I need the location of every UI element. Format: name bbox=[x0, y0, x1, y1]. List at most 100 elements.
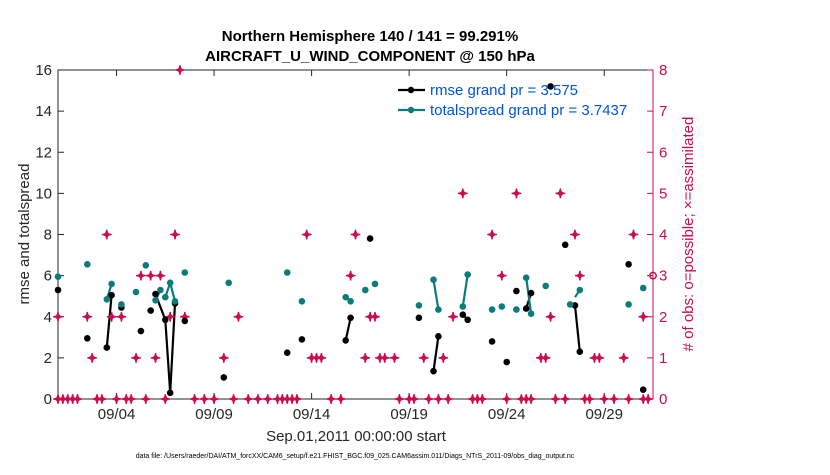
legend: rmse grand pr = 3.575 totalspread grand … bbox=[398, 82, 627, 119]
obs-assimilated-marker bbox=[350, 229, 361, 240]
totalspread-point bbox=[566, 301, 574, 308]
totalspread-point bbox=[142, 262, 150, 269]
legend-totalspread-marker bbox=[407, 106, 415, 114]
obs-assimilated-marker bbox=[126, 394, 137, 404]
obs-assimilated-marker bbox=[101, 229, 112, 240]
totalspread-point bbox=[415, 302, 423, 309]
obs-assimilated-marker bbox=[87, 352, 98, 363]
obs-assimilated-marker bbox=[433, 394, 444, 404]
obs-assimilated-marker bbox=[174, 65, 185, 75]
rmse-point bbox=[181, 317, 189, 325]
y-left-tick-label: 16 bbox=[35, 62, 52, 79]
totalspread-point bbox=[108, 280, 115, 288]
x-tick-label: 09/19 bbox=[390, 406, 428, 423]
obs-assimilated-marker bbox=[155, 270, 166, 281]
totalspread-line-segment bbox=[525, 277, 533, 314]
totalspread-point bbox=[576, 286, 584, 294]
y-left-tick-label: 6 bbox=[44, 268, 52, 285]
rmse-line-segment bbox=[105, 295, 113, 348]
obs-assimilated-marker bbox=[569, 229, 580, 240]
rmse-point bbox=[435, 333, 442, 340]
totalspread-point bbox=[118, 301, 125, 308]
rmse-point bbox=[220, 374, 228, 381]
obs-assimilated-marker bbox=[443, 394, 454, 404]
totalspread-point bbox=[513, 306, 520, 313]
x-axis: 09/04 09/09 09/14 09/19 09/24 09/29 bbox=[98, 70, 623, 423]
rmse-point bbox=[547, 83, 554, 90]
obs-assimilated-marker bbox=[262, 394, 273, 404]
x-tick-label: 09/14 bbox=[293, 406, 331, 423]
totalspread-point bbox=[166, 279, 174, 287]
obs-assimilated-marker bbox=[379, 352, 390, 363]
obs-assimilated-marker bbox=[218, 352, 229, 363]
obs-assimilated-marker bbox=[394, 394, 405, 404]
obs-assimilated-marker bbox=[584, 394, 595, 404]
y-right-tick-label: 2 bbox=[659, 309, 667, 326]
rmse-point bbox=[152, 290, 159, 298]
totalspread-point bbox=[152, 297, 159, 304]
obs-assimilated-marker bbox=[72, 394, 83, 404]
rmse-point bbox=[137, 327, 145, 335]
obs-assimilated-marker bbox=[233, 311, 244, 322]
totalspread-point bbox=[542, 282, 549, 290]
totalspread-point bbox=[157, 286, 164, 294]
obs-assimilated-marker bbox=[409, 394, 420, 404]
y-right-tick-label: 4 bbox=[659, 227, 667, 244]
obs-assimilated-marker bbox=[599, 394, 610, 404]
rmse-point bbox=[571, 302, 579, 309]
rmse-point bbox=[283, 349, 291, 357]
y-right-tick-label: 0 bbox=[659, 391, 667, 408]
obs-assimilated-marker bbox=[131, 352, 142, 363]
obs-assimilated-marker bbox=[389, 352, 400, 363]
obs-assimilated-marker bbox=[623, 394, 634, 404]
rmse-line-segment bbox=[154, 293, 177, 393]
obs-assimilated-marker bbox=[165, 311, 176, 322]
rmse-point bbox=[527, 289, 535, 297]
obs-assimilated-marker bbox=[326, 394, 337, 404]
rmse-point bbox=[464, 316, 472, 324]
y-right-tick-label: 8 bbox=[659, 62, 667, 79]
obs-assimilated-marker bbox=[360, 352, 371, 363]
series-lines bbox=[105, 274, 581, 393]
rmse-point bbox=[503, 358, 511, 366]
obs-possible-marker bbox=[649, 271, 657, 280]
obs-assimilated-marker bbox=[82, 311, 93, 322]
totalspread-point bbox=[435, 306, 442, 313]
rmse-line-segment bbox=[573, 305, 581, 352]
rmse-point bbox=[103, 344, 111, 351]
left-y-axis: 0 2 4 6 8 10 12 14 16 bbox=[35, 62, 64, 408]
totalspread-point bbox=[527, 310, 535, 318]
totalspread-point bbox=[298, 298, 306, 305]
totalspread-point bbox=[342, 293, 350, 301]
series-points bbox=[54, 83, 647, 397]
totalspread-point bbox=[625, 301, 632, 308]
obs-assimilated-marker bbox=[438, 352, 449, 363]
obs-assimilated-marker bbox=[594, 352, 605, 363]
totalspread-point bbox=[639, 284, 647, 292]
totalspread-point bbox=[162, 293, 169, 301]
obs-assimilated-marker bbox=[608, 394, 619, 404]
rmse-point bbox=[459, 311, 467, 319]
obs-assimilated-marker bbox=[418, 352, 429, 363]
obs-assimilated-marker bbox=[316, 352, 327, 363]
obs-assimilated-marker bbox=[618, 352, 629, 363]
obs-assimilated-marker bbox=[560, 394, 571, 404]
y-left-tick-label: 8 bbox=[44, 227, 52, 244]
y-left-tick-label: 12 bbox=[35, 144, 52, 161]
totalspread-point bbox=[103, 296, 111, 303]
totalspread-point bbox=[498, 303, 506, 310]
obs-count-markers bbox=[53, 65, 657, 404]
totalspread-point bbox=[84, 261, 91, 268]
y-left-tick-label: 2 bbox=[44, 350, 52, 367]
obs-assimilated-marker bbox=[150, 352, 161, 363]
obs-assimilated-marker bbox=[643, 394, 654, 404]
totalspread-point bbox=[347, 298, 354, 305]
y-right-tick-label: 1 bbox=[659, 350, 667, 367]
y-right-tick-label: 5 bbox=[659, 185, 667, 202]
rmse-point bbox=[366, 235, 374, 242]
obs-assimilated-marker bbox=[96, 394, 107, 404]
rmse-line-segment bbox=[344, 317, 352, 341]
rmse-point bbox=[342, 337, 350, 344]
